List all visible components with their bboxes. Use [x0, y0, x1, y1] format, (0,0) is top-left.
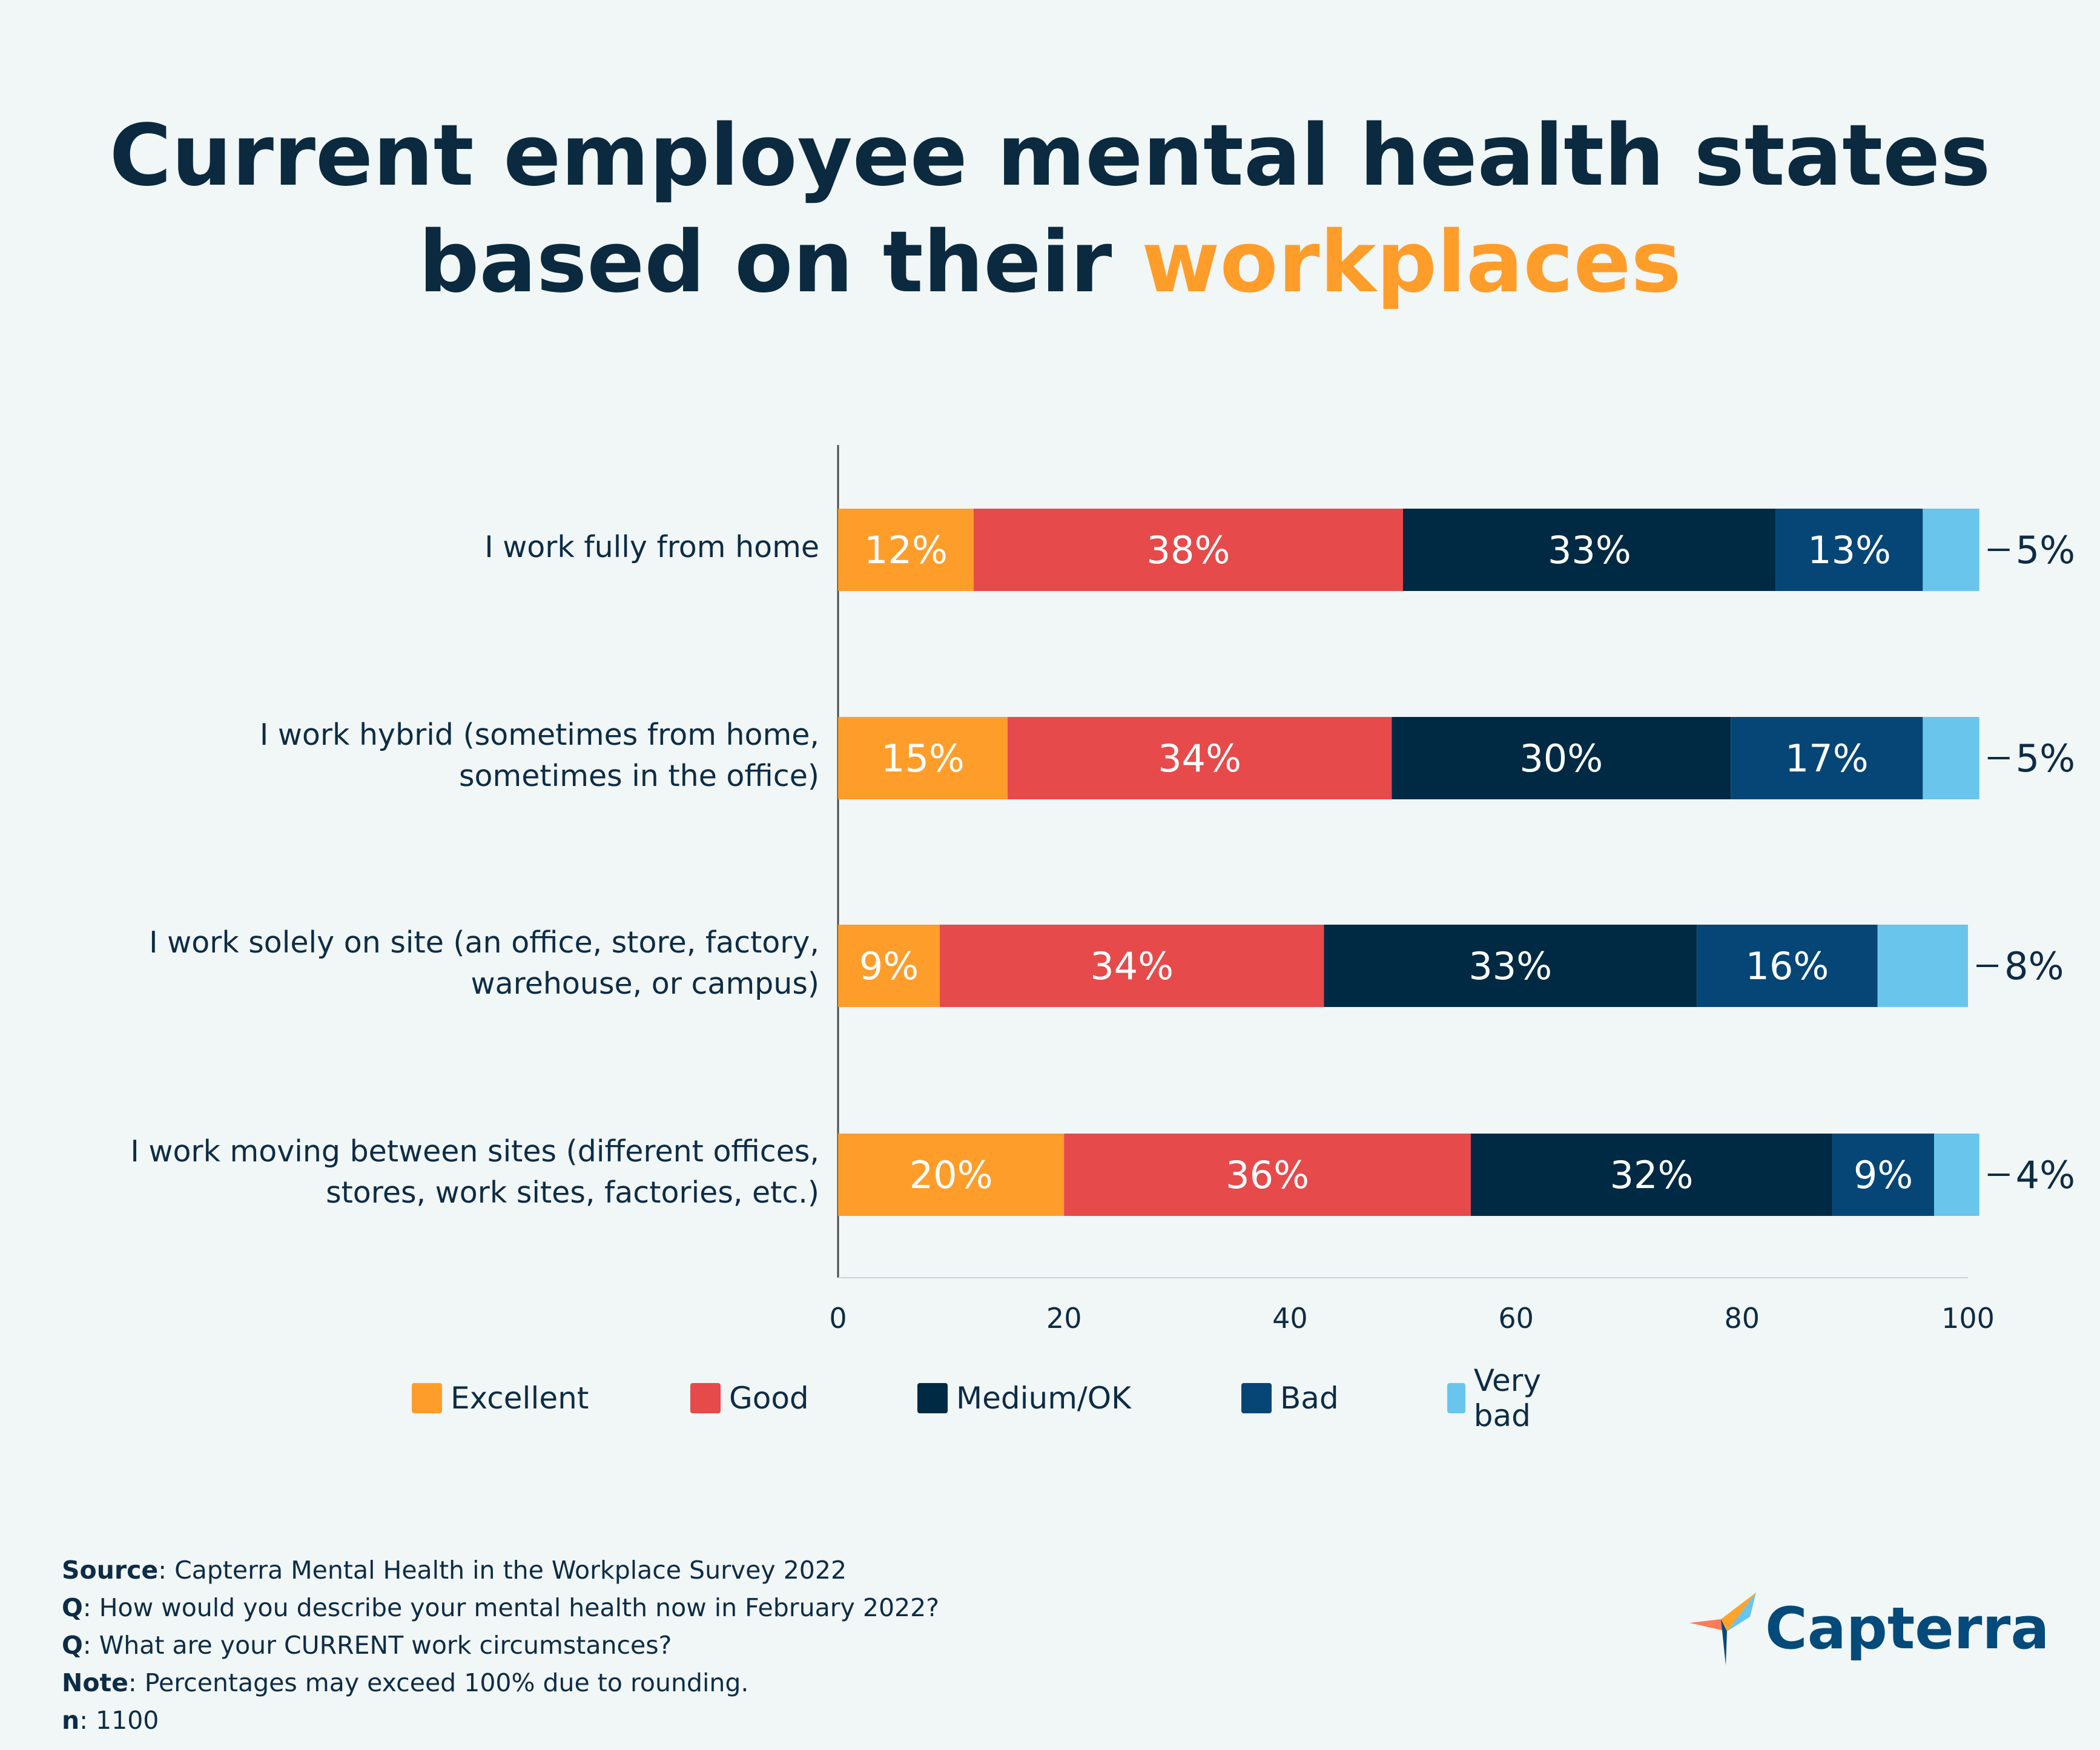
data-label-bad-0: 13%	[1808, 528, 1891, 572]
data-label-very-bad-2: 8%	[2004, 944, 2064, 988]
x-tick-label-1: 20	[1046, 1302, 1082, 1335]
bar-bad-1	[1731, 717, 1923, 799]
title-line-2-accent: workplaces	[1141, 213, 1682, 312]
data-label-very-bad-0: 5%	[2016, 528, 2075, 572]
category-label-0: I work fully from home	[484, 530, 819, 564]
legend-swatch-medium-ok	[917, 1383, 948, 1413]
footer-source: Source: Capterra Mental Health in the Wo…	[62, 1556, 847, 1585]
bar-medium-ok-3	[1470, 1134, 1833, 1216]
legend-label-medium-ok: Medium/OK	[956, 1381, 1131, 1416]
x-tick-label-4: 80	[1725, 1302, 1760, 1335]
bar-excellent-0	[838, 509, 974, 591]
chart-title: Current employee mental health states ba…	[0, 103, 2100, 316]
x-tick-label-0: 0	[829, 1302, 847, 1335]
data-label-bad-1: 17%	[1785, 736, 1869, 781]
bar-good-1	[1007, 717, 1392, 799]
legend-item-good: Good	[690, 1377, 809, 1419]
legend-label-bad: Bad	[1280, 1381, 1339, 1416]
capterra-logo-text: Capterra	[1765, 1596, 2050, 1662]
category-label-1: I work hybrid (sometimes from home, some…	[259, 718, 819, 793]
data-label-excellent-1: 15%	[881, 736, 965, 781]
data-label-bad-2: 16%	[1746, 944, 1829, 988]
title-line-2-prefix: based on their	[418, 213, 1142, 312]
data-label-medium-ok-1: 30%	[1519, 736, 1603, 781]
footer-sample-size: n: 1100	[62, 1706, 159, 1735]
bar-excellent-1	[838, 717, 1008, 799]
data-label-good-0: 38%	[1147, 528, 1230, 572]
capterra-logo: Capterra	[1689, 1593, 2049, 1665]
x-tick-label-2: 40	[1272, 1302, 1308, 1335]
legend-item-very-bad: Very bad	[1447, 1363, 1553, 1433]
data-label-very-bad-3: 4%	[2016, 1153, 2075, 1197]
title-line-1: Current employee mental health states	[109, 107, 1991, 205]
legend-swatch-very-bad	[1447, 1383, 1465, 1413]
legend-swatch-good	[690, 1383, 721, 1413]
legend-item-excellent: Excellent	[412, 1377, 589, 1419]
data-label-medium-ok-0: 33%	[1548, 528, 1631, 572]
data-label-good-1: 34%	[1158, 736, 1241, 781]
bar-bad-0	[1775, 509, 1923, 591]
bar-very-bad-0	[1923, 509, 1979, 591]
data-label-excellent-3: 20%	[910, 1153, 993, 1197]
bar-very-bad-3	[1934, 1134, 1979, 1216]
stacked-bar-chart: 0 20 40 60 80 100 12% 38% 33% 13% 5% 15% 34% 30% 17% 5%…	[829, 445, 2075, 1335]
data-label-excellent-2: 9%	[859, 944, 919, 988]
data-label-medium-ok-2: 33%	[1468, 944, 1552, 988]
legend-label-excellent: Excellent	[451, 1381, 589, 1416]
bar-bad-2	[1697, 925, 1878, 1007]
legend-item-bad: Bad	[1241, 1377, 1339, 1419]
data-label-very-bad-1: 5%	[2016, 736, 2075, 781]
footer-notes: Source: Capterra Mental Health in the Wo…	[62, 1551, 939, 1739]
data-label-bad-3: 9%	[1854, 1153, 1913, 1197]
bar-excellent-3	[838, 1134, 1065, 1216]
legend-swatch-bad	[1241, 1383, 1272, 1413]
category-label-3: I work moving between sites (different o…	[130, 1134, 819, 1210]
x-tick-label-5: 100	[1941, 1302, 1995, 1335]
data-label-excellent-0: 12%	[864, 528, 948, 572]
bar-medium-ok-1	[1392, 717, 1731, 799]
bar-very-bad-2	[1877, 925, 1968, 1007]
x-tick-label-3: 60	[1498, 1302, 1534, 1335]
bar-good-2	[939, 925, 1324, 1007]
data-label-good-2: 34%	[1090, 944, 1174, 988]
category-label-2: I work solely on site (an office, store,…	[149, 925, 819, 1001]
footer-question-2: Q: What are your CURRENT work circumstan…	[62, 1631, 672, 1660]
bar-excellent-2	[838, 925, 940, 1007]
bar-good-0	[973, 509, 1403, 591]
bar-medium-ok-2	[1324, 925, 1697, 1007]
bar-medium-ok-0	[1403, 509, 1776, 591]
bar-very-bad-1	[1923, 717, 1979, 799]
legend-item-medium-ok: Medium/OK	[917, 1377, 1131, 1419]
bar-bad-3	[1832, 1134, 1935, 1216]
bar-good-3	[1064, 1134, 1471, 1216]
data-label-good-3: 36%	[1226, 1153, 1309, 1197]
footer-question-1: Q: How would you describe your mental he…	[62, 1593, 939, 1622]
capterra-logo-icon	[1689, 1593, 1756, 1665]
legend-label-good: Good	[729, 1381, 809, 1416]
footer-note: Note: Percentages may exceed 100% due to…	[62, 1668, 749, 1697]
legend-swatch-excellent	[412, 1383, 442, 1413]
data-label-medium-ok-3: 32%	[1610, 1153, 1694, 1197]
legend-label-very-bad: Very bad	[1473, 1363, 1541, 1433]
